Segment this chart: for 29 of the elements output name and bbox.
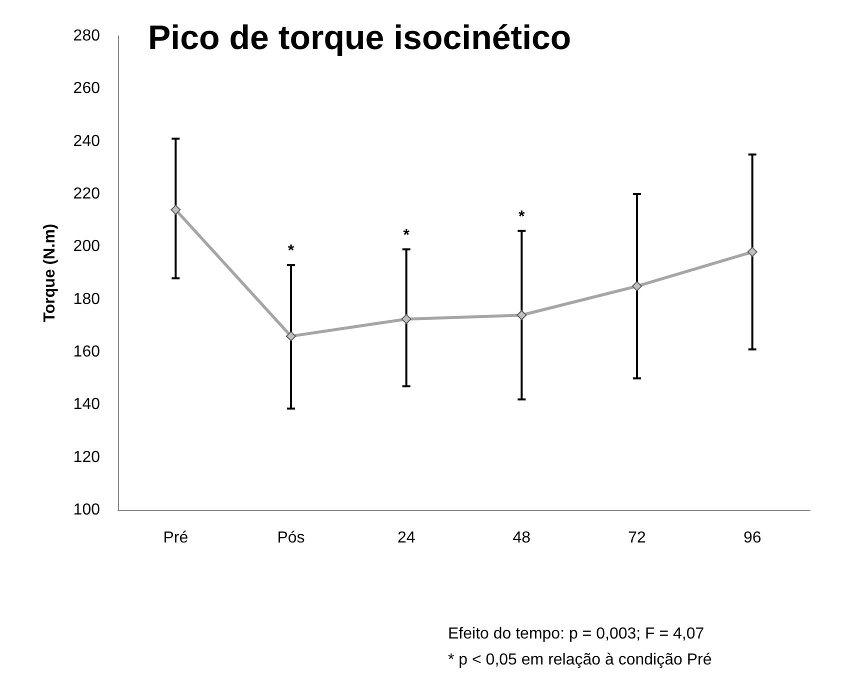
x-tick-label: 72 — [628, 530, 646, 546]
point — [170, 204, 181, 215]
point — [747, 246, 758, 257]
point — [401, 314, 412, 324]
y-tick-label: 240 — [73, 132, 100, 150]
y-tick-label: 280 — [73, 28, 100, 44]
y-tick-label: 220 — [73, 186, 100, 202]
y-tick-label: 260 — [73, 80, 100, 98]
point — [632, 281, 642, 292]
x-tick-label: Pós — [277, 530, 305, 546]
annotation: * — [288, 242, 295, 260]
y-tick-label: 160 — [73, 344, 100, 360]
x-tick-label: Pré — [163, 530, 188, 546]
y-tick-label: 200 — [73, 238, 100, 256]
chart-title: Pico de torque isocinético — [148, 19, 572, 57]
x-tick-label: 96 — [743, 530, 762, 546]
x-tick-label: 48 — [512, 530, 531, 546]
x-tick-label: 24 — [397, 530, 416, 546]
y-axis-title: Torque (N.m) — [42, 224, 58, 322]
y-tick-label: 180 — [73, 290, 100, 308]
annotation: * — [518, 208, 526, 226]
y-tick-label: 140 — [73, 396, 100, 414]
text: * p < 0,05 em relação à condição Pré — [448, 652, 712, 668]
y-tick-label: 100 — [73, 502, 100, 518]
annotation: * — [403, 226, 410, 244]
point — [286, 331, 296, 342]
point — [516, 310, 527, 320]
y-tick-label: 120 — [73, 448, 100, 466]
text: Efeito do tempo: p = 0,003; F = 4,07 — [448, 626, 704, 642]
